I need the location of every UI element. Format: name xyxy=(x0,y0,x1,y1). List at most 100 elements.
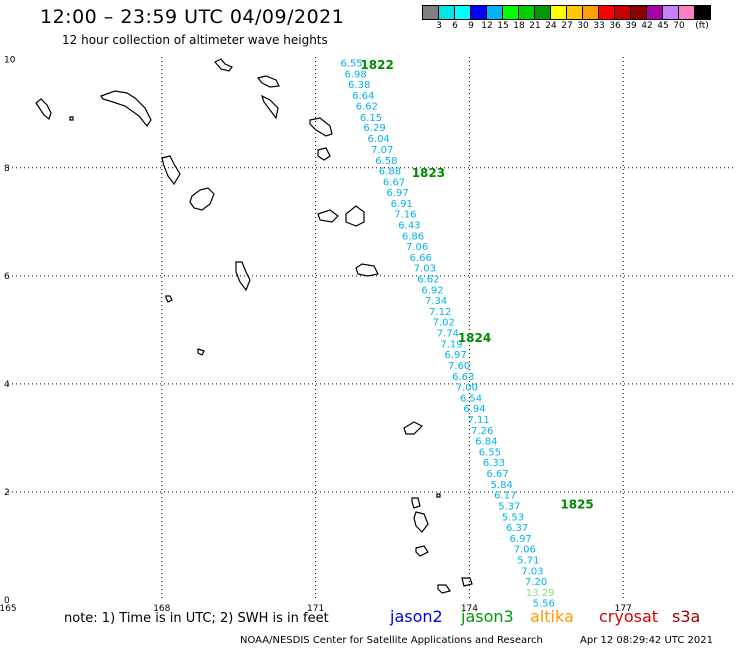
lon-tick-label: 165 xyxy=(0,604,17,612)
satellite-label-jason3: jason3 xyxy=(461,607,514,626)
island xyxy=(403,421,424,435)
wave-height-value: 7.07 xyxy=(371,145,393,156)
wave-height-value: 7.74 xyxy=(437,329,459,340)
color-legend-swatches xyxy=(422,5,711,20)
color-legend-label: 30 xyxy=(577,21,589,31)
page-subtitle: 12 hour collection of altimeter wave hei… xyxy=(62,33,328,47)
wave-height-value: 6.97 xyxy=(444,350,466,361)
wave-height-value: 6.15 xyxy=(360,113,382,124)
color-legend-label: 6 xyxy=(452,21,458,31)
wave-height-value: 7.02 xyxy=(433,318,455,329)
color-legend-label: 45 xyxy=(657,21,669,31)
island xyxy=(235,261,251,292)
wave-height-value: 7.03 xyxy=(414,264,436,275)
island xyxy=(411,497,421,509)
island xyxy=(415,545,429,557)
wave-height-value: 6.67 xyxy=(383,177,405,188)
lat-tick-label: 8 xyxy=(4,164,10,174)
wave-height-value: 7.00 xyxy=(456,383,478,394)
wave-height-value: 7.11 xyxy=(468,415,490,426)
color-legend-label: 12 xyxy=(481,21,493,31)
lat-tick-label: 6 xyxy=(4,272,10,282)
color-legend-label: 24 xyxy=(545,21,557,31)
wave-height-value: 6.04 xyxy=(368,134,390,145)
orbit-number: 1825 xyxy=(560,497,593,511)
island xyxy=(317,147,331,161)
island xyxy=(437,584,451,594)
color-legend-label: 39 xyxy=(625,21,637,31)
island xyxy=(35,98,52,121)
wave-height-value: 6.91 xyxy=(391,199,413,210)
color-legend-label: 33 xyxy=(593,21,605,31)
satellite-label-cryosat: cryosat xyxy=(599,607,659,626)
wave-height-value: 6.38 xyxy=(348,80,370,91)
page-title: 12:00 – 23:59 UTC 04/09/2021 xyxy=(40,6,345,28)
wave-height-value: 7.06 xyxy=(514,545,536,556)
island xyxy=(317,209,339,223)
color-legend-label: 3 xyxy=(436,21,442,31)
island xyxy=(413,511,429,533)
wave-height-value: 7.12 xyxy=(429,307,451,318)
island xyxy=(256,75,280,88)
altimeter-track: 6.556.986.386.646.626.156.296.047.076.58… xyxy=(340,58,555,609)
wave-height-value: 5.56 xyxy=(533,599,555,610)
orbit-number: 1823 xyxy=(412,166,445,180)
lon-tick-label: 174 xyxy=(461,604,478,612)
wave-height-value: 6.55 xyxy=(479,447,501,458)
lat-tick-label: 10 xyxy=(4,56,16,66)
island xyxy=(355,263,379,277)
wave-height-value: 6.97 xyxy=(387,188,409,199)
wave-height-value: 6.17 xyxy=(494,491,516,502)
wave-height-value: 6.64 xyxy=(352,91,374,102)
wave-height-value: 6.88 xyxy=(379,166,401,177)
orbit-labels: 1822 1823 1824 1825 xyxy=(360,58,593,511)
wave-height-value: 6.55 xyxy=(340,58,362,69)
island xyxy=(165,295,173,303)
island xyxy=(260,94,279,120)
wave-height-value: 6.54 xyxy=(460,393,482,404)
credit-text: NOAA/NESDIS Center for Satellite Applica… xyxy=(240,635,543,646)
wave-height-value: 7.19 xyxy=(440,339,462,350)
island xyxy=(214,58,233,72)
wave-height-value: 6.66 xyxy=(410,253,432,264)
wave-height-value: 6.33 xyxy=(483,458,505,469)
lat-tick-label: 2 xyxy=(4,488,10,498)
color-legend-label: 36 xyxy=(609,21,621,31)
lon-tick-label: 168 xyxy=(153,604,170,612)
island-coastlines xyxy=(35,58,473,594)
orbit-number: 1822 xyxy=(360,58,393,72)
color-legend: 3 6 9 12 15 18 21 24 27 30 33 36 39 42 45 70 (ft) xyxy=(422,5,711,34)
wave-height-value: 13.29 xyxy=(526,588,555,599)
wave-height-value: 7.34 xyxy=(425,296,447,307)
color-legend-label: 9 xyxy=(468,21,474,31)
island xyxy=(309,117,333,137)
island xyxy=(345,205,365,227)
lon-tick-label: 171 xyxy=(307,604,324,612)
timestamp: Apr 12 08:29:42 UTC 2021 xyxy=(580,635,713,646)
wave-height-value: 6.43 xyxy=(398,220,420,231)
lat-tick-label: 0 xyxy=(4,596,10,606)
color-legend-label: 15 xyxy=(497,21,509,31)
orbit-number: 1824 xyxy=(458,331,491,345)
island xyxy=(461,577,473,587)
island xyxy=(100,90,152,128)
wave-height-value: 6.37 xyxy=(506,523,528,534)
island xyxy=(69,116,74,121)
lon-tick-label: 177 xyxy=(615,604,632,612)
wave-height-value: 5.37 xyxy=(498,501,520,512)
color-legend-labels: 3 6 9 12 15 18 21 24 27 30 33 36 39 42 45 70 (ft) xyxy=(422,20,710,34)
wave-height-value: 5.53 xyxy=(502,512,524,523)
color-legend-label: 42 xyxy=(641,21,653,31)
wave-height-value: 6.84 xyxy=(475,437,497,448)
wave-height-value: 7.20 xyxy=(525,577,547,588)
wave-height-value: 6.97 xyxy=(510,534,532,545)
lat-tick-label: 4 xyxy=(4,380,10,390)
wave-height-value: 6.86 xyxy=(402,231,424,242)
wave-height-value: 6.29 xyxy=(363,123,385,134)
color-legend-label: 21 xyxy=(529,21,541,31)
axis-ticks: 165 168 171 174 177 0 2 4 6 8 10 xyxy=(0,56,632,612)
wave-height-value: 6.92 xyxy=(421,285,443,296)
satellite-label-s3a: s3a xyxy=(672,607,701,626)
wave-height-value: 5.84 xyxy=(491,480,513,491)
wave-height-value: 6.94 xyxy=(463,404,485,415)
